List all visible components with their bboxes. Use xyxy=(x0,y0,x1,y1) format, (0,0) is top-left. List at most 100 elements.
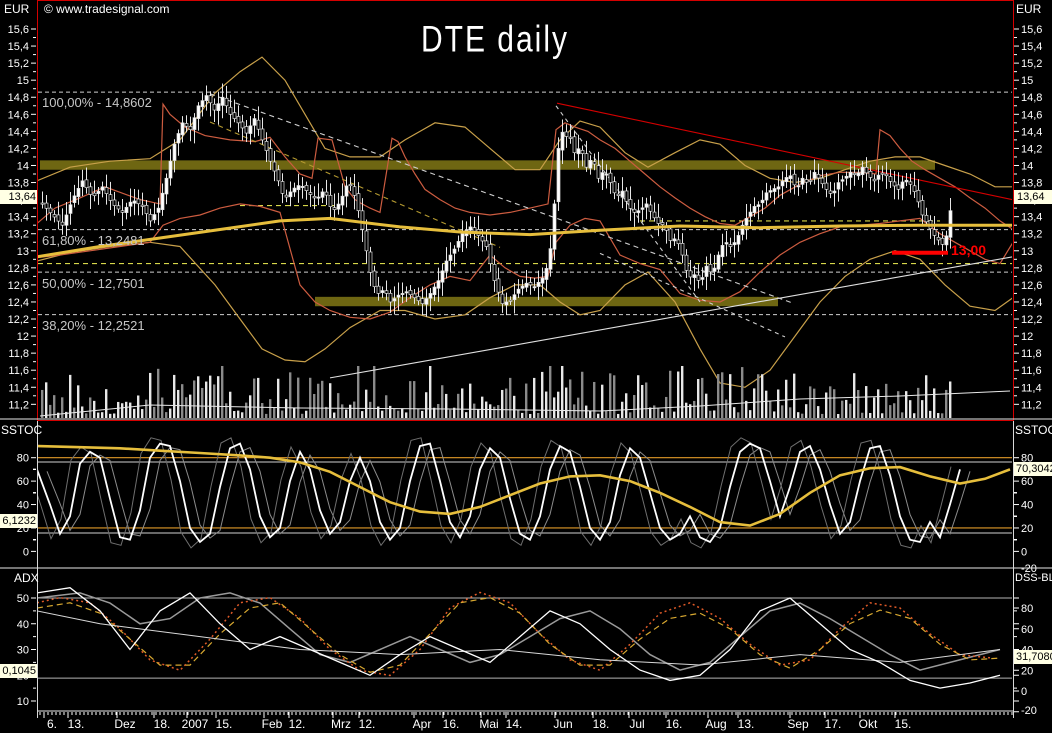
volume-bar xyxy=(765,390,768,418)
fib-label-618: 61,80% - 13,2481 xyxy=(42,233,145,248)
candle-body xyxy=(660,222,665,225)
dssbl-tick-right: 60 xyxy=(1021,624,1033,636)
candle-body xyxy=(388,292,393,303)
volume-bar xyxy=(853,373,856,418)
volume-bar xyxy=(177,389,180,418)
dss-dashed-yellow xyxy=(38,596,1001,673)
volume-bar xyxy=(285,399,288,418)
candle-body xyxy=(436,280,441,289)
candle-body xyxy=(440,270,445,283)
candle-body xyxy=(924,214,929,223)
volume-bar xyxy=(821,413,824,418)
volume-bar xyxy=(245,402,248,418)
volume-bar xyxy=(809,386,812,418)
candle-body xyxy=(80,180,85,188)
candle-body xyxy=(888,176,893,182)
volume-bar xyxy=(505,388,508,418)
candle-body xyxy=(188,126,193,131)
price-tick-right: 14,2 xyxy=(1021,143,1042,155)
adx-tick-left: 50 xyxy=(17,593,29,605)
price-tick-left: 15,2 xyxy=(8,58,29,70)
candle-body xyxy=(724,242,729,245)
volume-bar xyxy=(377,406,380,418)
adx-gray xyxy=(38,592,1001,671)
volume-bar xyxy=(161,397,164,418)
candle-body xyxy=(156,207,161,213)
candle-body xyxy=(72,195,77,203)
candle-body xyxy=(392,298,397,302)
volume-bar xyxy=(397,410,400,418)
candle-body xyxy=(860,166,865,176)
candle-body xyxy=(864,167,869,174)
candle-body xyxy=(668,228,673,241)
candle-body xyxy=(716,254,721,270)
candle-body xyxy=(852,172,857,175)
candle-body xyxy=(296,185,301,191)
volume-bar xyxy=(433,407,436,418)
candle-body xyxy=(268,148,273,162)
volume-bar xyxy=(41,389,44,418)
candle-body xyxy=(480,236,485,242)
candle-body xyxy=(700,277,705,280)
volume-bar xyxy=(781,405,784,418)
volume-bar xyxy=(625,393,628,418)
price-tick-right: 11,4 xyxy=(1021,382,1042,394)
candle-body xyxy=(324,191,329,196)
volume-bar xyxy=(817,406,820,418)
volume-bar xyxy=(457,393,460,418)
time-label: 15. xyxy=(895,717,912,731)
candle-body xyxy=(820,177,825,185)
candle-body xyxy=(776,186,781,190)
volume-bar xyxy=(745,400,748,418)
volume-bar xyxy=(481,396,484,418)
alert-price-label: 13,00 xyxy=(951,242,987,258)
price-tick-right: 13,8 xyxy=(1021,178,1042,190)
price-panel-border xyxy=(37,0,1014,421)
candle-body xyxy=(84,179,89,189)
volume-bar xyxy=(729,374,732,418)
volume-bar xyxy=(153,406,156,418)
sstoc-value-box-left: 6,1232 xyxy=(0,514,37,528)
price-tick-right: 15,4 xyxy=(1021,41,1042,53)
candle-body xyxy=(608,172,613,183)
volume-bar xyxy=(833,389,836,418)
price-tick-right: 11,2 xyxy=(1021,399,1042,411)
volume-bar xyxy=(529,413,532,418)
volume-bar xyxy=(473,403,476,418)
candle-body xyxy=(916,189,921,203)
volume-bar xyxy=(453,407,456,418)
volume-bar xyxy=(137,395,140,418)
price-panel xyxy=(38,56,1012,418)
candle-body xyxy=(692,274,697,278)
time-label: 13. xyxy=(738,717,755,731)
volume-bar xyxy=(465,412,468,418)
volume-bar xyxy=(841,400,844,418)
dssbl-tick-right: 20 xyxy=(1021,665,1033,677)
volume-bar xyxy=(349,404,352,418)
candle-body xyxy=(168,160,173,179)
volume-bar xyxy=(497,405,500,418)
volume-bar xyxy=(217,376,220,418)
candle-body xyxy=(800,177,805,185)
candle-body xyxy=(880,172,885,175)
candle-body xyxy=(556,148,561,203)
volume-bar xyxy=(589,410,592,418)
price-axis-unit-right: EUR xyxy=(1016,2,1042,16)
price-tick-right: 12 xyxy=(1021,331,1033,343)
candle-body xyxy=(316,196,321,199)
time-label: 15. xyxy=(216,717,233,731)
candle-body xyxy=(576,148,581,155)
volume-bar xyxy=(281,410,284,418)
price-tick-left: 14 xyxy=(17,160,29,172)
candle-body xyxy=(124,206,129,213)
time-label: 6. xyxy=(47,717,57,731)
candle-body xyxy=(684,254,689,271)
candle-body xyxy=(380,290,385,293)
candle-body xyxy=(780,180,785,187)
volume-bar xyxy=(477,409,480,418)
dssbl-tick-right: -20 xyxy=(1021,705,1037,717)
stoch-gray-1 xyxy=(46,446,971,539)
volume-bar xyxy=(489,404,492,418)
stop-upper xyxy=(38,102,1012,230)
volume-bar xyxy=(629,412,632,418)
